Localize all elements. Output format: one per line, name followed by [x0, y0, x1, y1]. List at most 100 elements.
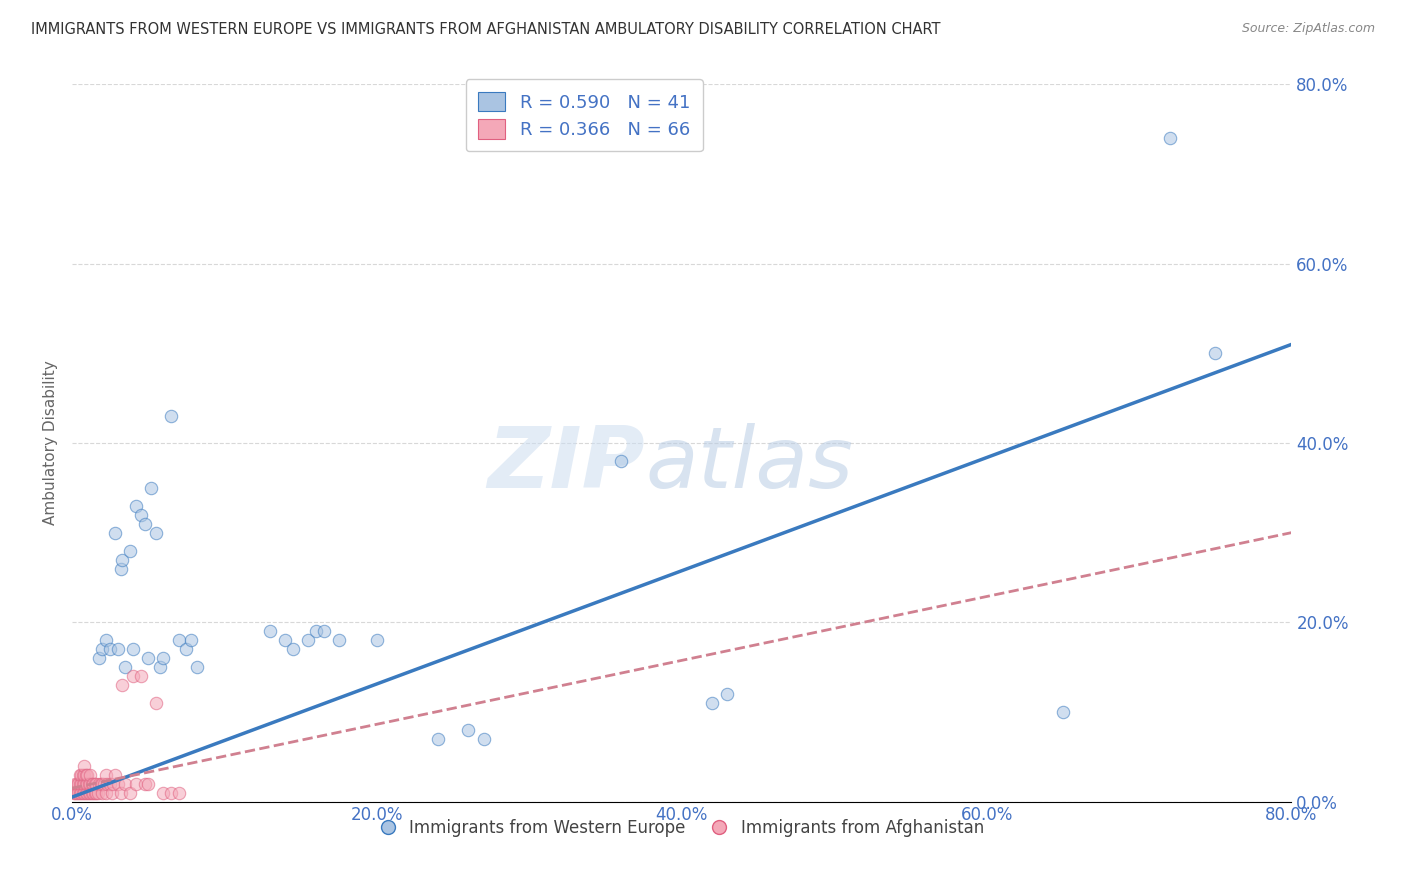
Legend: Immigrants from Western Europe, Immigrants from Afghanistan: Immigrants from Western Europe, Immigran…	[373, 812, 991, 844]
Point	[89, 777, 111, 791]
Point	[145, 696, 167, 710]
Point	[110, 786, 132, 800]
Point	[152, 786, 174, 800]
Text: IMMIGRANTS FROM WESTERN EUROPE VS IMMIGRANTS FROM AFGHANISTAN AMBULATORY DISABIL: IMMIGRANTS FROM WESTERN EUROPE VS IMMIGR…	[31, 22, 941, 37]
Point	[94, 633, 117, 648]
Point	[69, 777, 91, 791]
Point	[118, 786, 141, 800]
Point	[69, 786, 91, 800]
Point	[98, 642, 121, 657]
Y-axis label: Ambulatory Disability: Ambulatory Disability	[44, 360, 58, 525]
Point	[91, 777, 114, 791]
Point	[366, 633, 388, 648]
Point	[90, 777, 112, 791]
Point	[118, 543, 141, 558]
Point	[79, 786, 101, 800]
Point	[111, 552, 134, 566]
Point	[176, 642, 198, 657]
Point	[716, 687, 738, 701]
Point	[91, 642, 114, 657]
Point	[136, 651, 159, 665]
Point	[79, 777, 101, 791]
Point	[80, 777, 103, 791]
Point	[76, 777, 98, 791]
Point	[89, 651, 111, 665]
Point	[160, 409, 183, 423]
Point	[305, 624, 328, 639]
Point	[98, 777, 121, 791]
Point	[274, 633, 297, 648]
Point	[167, 786, 190, 800]
Point	[426, 731, 449, 746]
Point	[65, 786, 87, 800]
Point	[107, 777, 129, 791]
Point	[134, 777, 156, 791]
Point	[94, 786, 117, 800]
Point	[125, 499, 148, 513]
Point	[70, 767, 93, 781]
Point	[77, 786, 100, 800]
Point	[93, 777, 115, 791]
Point	[114, 660, 136, 674]
Point	[111, 678, 134, 692]
Point	[70, 777, 93, 791]
Point	[73, 758, 96, 772]
Point	[136, 777, 159, 791]
Point	[1052, 705, 1074, 719]
Point	[72, 767, 94, 781]
Point	[180, 633, 202, 648]
Point	[110, 561, 132, 575]
Point	[1159, 131, 1181, 145]
Point	[75, 786, 97, 800]
Point	[104, 767, 127, 781]
Point	[145, 525, 167, 540]
Point	[63, 777, 86, 791]
Point	[65, 777, 87, 791]
Point	[67, 777, 90, 791]
Point	[472, 731, 495, 746]
Point	[73, 777, 96, 791]
Point	[86, 777, 108, 791]
Point	[72, 786, 94, 800]
Point	[75, 777, 97, 791]
Point	[186, 660, 208, 674]
Point	[77, 777, 100, 791]
Point	[63, 786, 86, 800]
Point	[129, 669, 152, 683]
Point	[69, 767, 91, 781]
Point	[80, 786, 103, 800]
Point	[281, 642, 304, 657]
Point	[129, 508, 152, 522]
Point	[1204, 346, 1226, 360]
Point	[610, 454, 633, 468]
Point	[91, 786, 114, 800]
Point	[149, 660, 172, 674]
Point	[94, 767, 117, 781]
Point	[259, 624, 281, 639]
Point	[114, 777, 136, 791]
Point	[73, 767, 96, 781]
Point	[122, 669, 145, 683]
Point	[122, 642, 145, 657]
Point	[79, 767, 101, 781]
Point	[82, 777, 104, 791]
Point	[75, 767, 97, 781]
Point	[152, 651, 174, 665]
Point	[101, 777, 124, 791]
Point	[134, 516, 156, 531]
Point	[297, 633, 319, 648]
Point	[96, 777, 118, 791]
Point	[62, 786, 84, 800]
Point	[86, 786, 108, 800]
Point	[141, 481, 163, 495]
Point	[76, 786, 98, 800]
Text: atlas: atlas	[645, 423, 853, 506]
Point	[328, 633, 350, 648]
Point	[160, 786, 183, 800]
Point	[83, 777, 105, 791]
Point	[87, 786, 110, 800]
Point	[702, 696, 724, 710]
Point	[76, 767, 98, 781]
Point	[70, 786, 93, 800]
Point	[104, 525, 127, 540]
